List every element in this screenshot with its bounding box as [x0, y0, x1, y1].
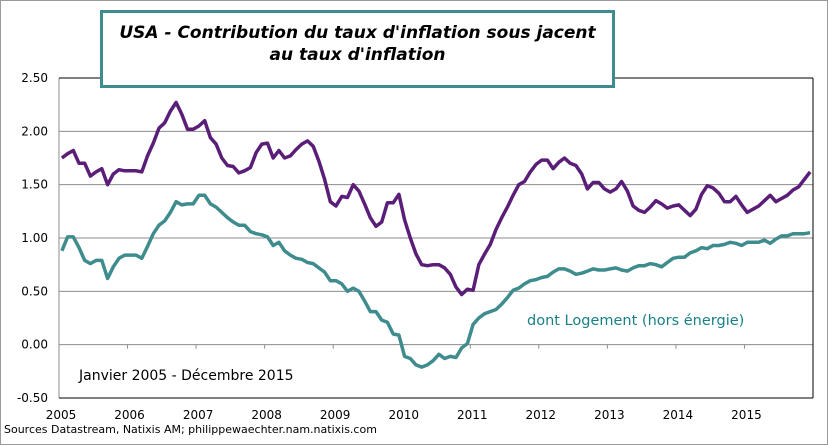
period-annotation: Janvier 2005 - Décembre 2015 [79, 368, 294, 384]
x-tick-label: 2012 [526, 408, 557, 422]
chart-title-line-1: USA - Contribution du taux d'inflation s… [119, 23, 596, 43]
series-label-logement: dont Logement (hors énergie) [527, 313, 745, 329]
x-tick-label: 2008 [251, 408, 282, 422]
chart-title: USA - Contribution du taux d'inflation s… [100, 10, 615, 88]
x-tick-label: 2015 [731, 408, 762, 422]
y-tick-label: 0.00 [21, 338, 48, 352]
series-line-logement [60, 193, 811, 369]
x-tick-label: 2005 [46, 408, 77, 422]
y-tick-label: 1.50 [21, 178, 48, 192]
y-tick-label: 2.50 [21, 71, 48, 85]
series-line-sous-jacent [60, 100, 812, 297]
x-tick-label: 2011 [457, 408, 488, 422]
x-tick-label: 2010 [388, 408, 419, 422]
x-tick-label: 2014 [663, 408, 694, 422]
x-tick-label: 2009 [320, 408, 351, 422]
y-tick-label: 1.00 [21, 231, 48, 245]
x-tick-label: 2006 [114, 408, 145, 422]
source-note: Sources Datastream, Natixis AM; philippe… [4, 423, 377, 436]
y-tick-label: 2.00 [21, 124, 48, 138]
y-tick-label: -0.50 [17, 391, 48, 405]
y-tick-label: 0.50 [21, 284, 48, 298]
x-tick-label: 2013 [594, 408, 625, 422]
chart-title-line-2: au taux d'inflation [269, 45, 446, 65]
x-tick-label: 2007 [183, 408, 214, 422]
